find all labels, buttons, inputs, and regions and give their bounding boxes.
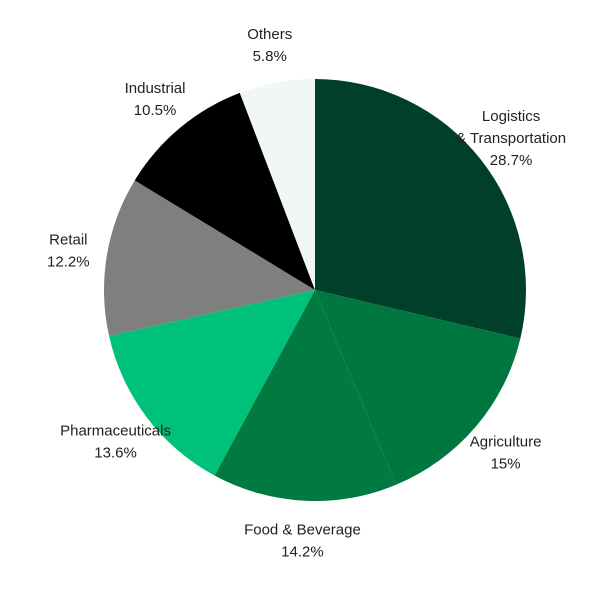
pie-slice [104, 180, 316, 337]
value-label: 28.7% [490, 152, 533, 169]
pie-slice [109, 290, 315, 476]
pie-slice [315, 79, 526, 339]
slice-label: Food & Beverage [244, 522, 361, 539]
value-label: 14.2% [281, 544, 324, 561]
pie-slice [214, 290, 397, 501]
pie-slice [315, 290, 521, 485]
slice-label: Others [247, 26, 292, 43]
value-label: 15% [491, 456, 521, 473]
pie-slice [134, 92, 315, 290]
value-label: 10.5% [134, 102, 177, 119]
label-line: & Transportation [456, 130, 566, 147]
slice-label: Agriculture [470, 434, 542, 451]
pie-slice [239, 79, 315, 290]
label-line: Logistics [482, 108, 540, 125]
slice-label: Logistics & Transportation [456, 108, 566, 147]
value-label: 5.8% [253, 48, 287, 65]
slice-label: Industrial [125, 80, 186, 97]
value-label: 12.2% [47, 253, 90, 270]
slice-label: Pharmaceuticals [60, 423, 171, 440]
slice-label: Retail [49, 231, 87, 248]
value-label: 13.6% [94, 445, 137, 462]
